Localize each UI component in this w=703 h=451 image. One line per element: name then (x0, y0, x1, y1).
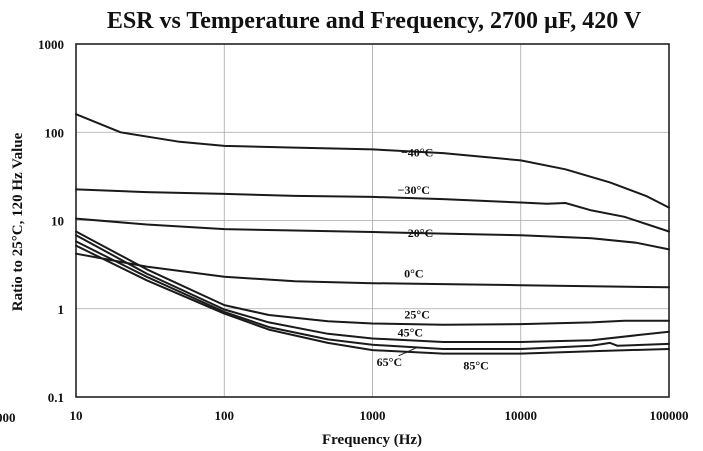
tick-layer: 10 100 1000 10000 100000 0.1 1 10 100 1000 (38, 37, 689, 423)
series-line (75, 252, 670, 289)
series-line (75, 230, 670, 326)
curve-label: 0°C (404, 267, 423, 281)
y-tick-label: 1000 (38, 37, 64, 52)
curve-label: −20°C (401, 226, 433, 240)
curve-label: −30°C (398, 183, 430, 197)
curve-label: 25°C (404, 307, 429, 321)
curve-layer (75, 113, 670, 355)
curve-label: 45°C (398, 325, 423, 339)
x-tick-label: 100 (215, 408, 235, 423)
curve-label: 65°C (377, 355, 402, 369)
series-line (75, 244, 670, 355)
stray-edge-label: 000 (0, 410, 16, 425)
series-line (75, 113, 670, 209)
curve-label: 85°C (463, 359, 488, 373)
y-tick-label: 0.1 (48, 390, 64, 405)
curve-label: −40°C (401, 146, 433, 160)
plot-frame (75, 43, 670, 398)
y-axis-title: Ratio to 25°C, 120 Hz Value (10, 132, 26, 311)
label-leader-line (398, 346, 418, 357)
y-tick-label: 100 (45, 125, 65, 140)
series-line (75, 240, 670, 350)
curve-label-layer: −40°C −30°C −20°C 0°C 25°C 45°C 65°C 85°C (377, 146, 489, 373)
x-tick-label: 10 (70, 408, 83, 423)
y-tick-label: 1 (58, 302, 65, 317)
chart-title: ESR vs Temperature and Frequency, 2700 µ… (107, 8, 642, 34)
x-tick-label: 1000 (360, 408, 386, 423)
series-line (75, 217, 670, 251)
x-tick-label: 10000 (505, 408, 538, 423)
series-line (75, 188, 670, 233)
x-axis-title: Frequency (Hz) (322, 432, 422, 448)
series-line (75, 234, 670, 343)
x-tick-label: 100000 (650, 408, 689, 423)
grid-layer (76, 44, 669, 397)
y-tick-label: 10 (51, 214, 64, 229)
